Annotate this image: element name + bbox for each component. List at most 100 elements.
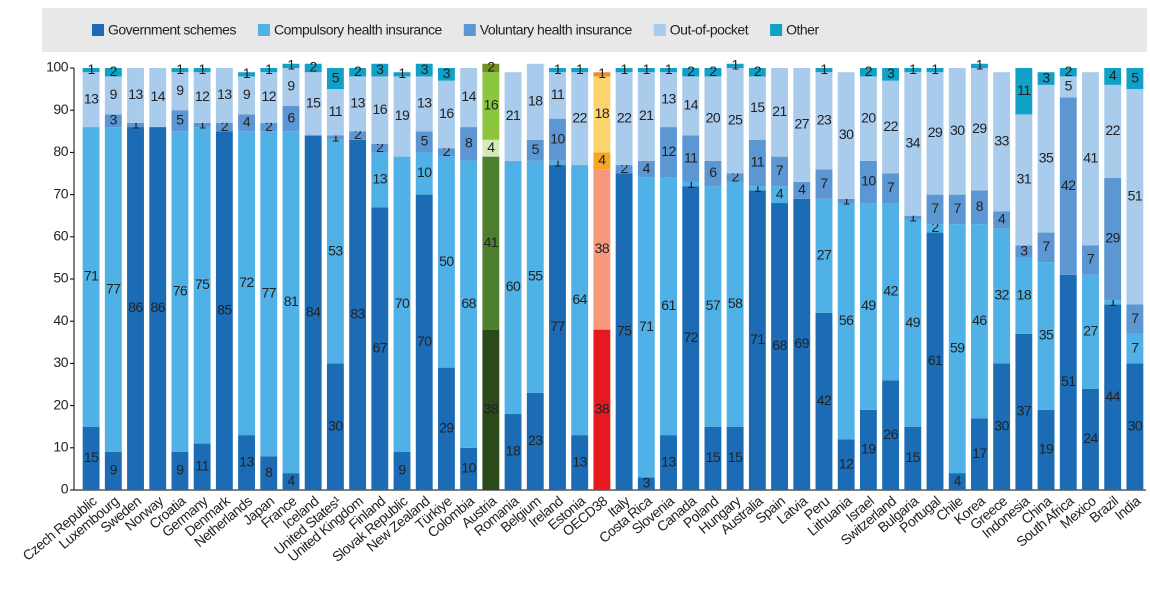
value-label: 1 — [931, 61, 939, 77]
bar-segment — [371, 207, 389, 490]
bar-segment — [571, 165, 589, 436]
value-label: 1 — [843, 192, 851, 208]
legend-swatch — [92, 24, 104, 36]
value-label: 70 — [395, 295, 410, 311]
bar-segment — [482, 72, 500, 140]
bar-segment — [215, 122, 233, 132]
bar-segment — [1015, 245, 1033, 258]
bar-segment — [460, 447, 478, 490]
value-label: 16 — [484, 97, 499, 113]
bar-segment — [415, 194, 433, 490]
bar-segment — [238, 72, 256, 77]
bar-segment — [948, 194, 966, 225]
value-label: 5 — [532, 141, 540, 157]
value-label: 58 — [728, 295, 743, 311]
bar-segment — [571, 435, 589, 490]
value-label: 27 — [794, 116, 809, 132]
bar-segment — [593, 76, 611, 153]
bar-segment — [104, 114, 122, 128]
value-label: 61 — [661, 297, 676, 313]
bar-segment — [704, 426, 722, 490]
bar-segment — [104, 68, 122, 77]
value-label: 1 — [1109, 293, 1117, 309]
value-label: 12 — [195, 88, 210, 104]
bar-segment — [859, 68, 877, 77]
legend-swatch — [257, 24, 270, 36]
value-label: 51 — [1061, 373, 1076, 389]
value-label: 18 — [595, 105, 610, 121]
value-label: 4 — [643, 160, 651, 176]
bar-segment — [482, 156, 500, 330]
bar-segment — [127, 122, 144, 128]
bar-segment — [282, 105, 300, 132]
bar-segment — [260, 131, 278, 457]
value-label: 31 — [1017, 171, 1032, 187]
bar-segment — [238, 114, 256, 132]
value-label: 7 — [954, 200, 962, 216]
value-label: 81 — [284, 293, 299, 309]
value-label: 13 — [84, 90, 99, 106]
value-label: 12 — [661, 143, 676, 159]
value-label: 59 — [950, 339, 965, 355]
bar-segment — [704, 160, 722, 187]
legend-background — [42, 8, 1147, 52]
value-label: 3 — [643, 474, 651, 490]
value-label: 3 — [443, 65, 451, 81]
value-label: 2 — [443, 143, 451, 159]
bar-segment — [504, 72, 522, 161]
value-label: 4 — [287, 472, 295, 488]
bar-segment — [482, 329, 500, 490]
bar-segment — [1059, 97, 1077, 275]
bar-segment — [193, 443, 211, 490]
bar-segment — [882, 380, 900, 490]
value-label: 30 — [994, 417, 1009, 433]
bar-segment — [349, 139, 367, 491]
value-label: 83 — [350, 306, 365, 322]
value-label: 15 — [706, 449, 721, 465]
bar-segment — [215, 131, 233, 491]
bar-segment — [393, 76, 411, 157]
value-label: 26 — [883, 426, 898, 442]
value-label: 46 — [972, 312, 987, 328]
bar-segment — [82, 127, 100, 427]
value-label: 11 — [551, 86, 565, 102]
bar-segment — [859, 76, 877, 161]
value-label: 2 — [110, 63, 118, 79]
value-label: 13 — [373, 171, 388, 187]
value-label: 14 — [683, 97, 698, 113]
value-label: 1 — [243, 65, 251, 81]
value-label: 77 — [261, 284, 276, 300]
bar-segment — [593, 152, 611, 170]
bar-segment — [238, 76, 256, 115]
bar-segment — [127, 68, 144, 123]
bar-segment — [904, 219, 922, 427]
value-label: 2 — [310, 59, 318, 75]
bar-segment — [526, 160, 544, 393]
bar-segment — [104, 452, 122, 490]
bar-segment — [637, 68, 655, 73]
bar-segment — [837, 72, 855, 199]
legend-label: Voluntary health insurance — [480, 22, 633, 38]
value-label: 2 — [354, 126, 362, 142]
value-label: 2 — [221, 118, 229, 134]
bar-segment — [149, 127, 167, 490]
bar-segment — [215, 68, 233, 123]
value-label: 33 — [994, 133, 1009, 149]
value-label: 35 — [1039, 149, 1054, 165]
bar-segment — [82, 426, 100, 490]
bar-segment — [482, 139, 500, 157]
y-tick-label: 70 — [53, 185, 68, 201]
value-label: 4 — [243, 114, 251, 130]
bar-segment — [260, 122, 278, 132]
value-label: 10 — [861, 173, 876, 189]
value-label: 15 — [306, 95, 321, 111]
bar-segment — [549, 118, 566, 161]
value-label: 86 — [128, 299, 143, 315]
value-label: 77 — [550, 318, 565, 334]
bar-segment — [748, 186, 766, 191]
y-tick-label: 90 — [53, 101, 68, 117]
value-label: 9 — [176, 462, 184, 478]
y-tick-label: 10 — [53, 439, 68, 455]
bar-segment — [326, 135, 344, 140]
